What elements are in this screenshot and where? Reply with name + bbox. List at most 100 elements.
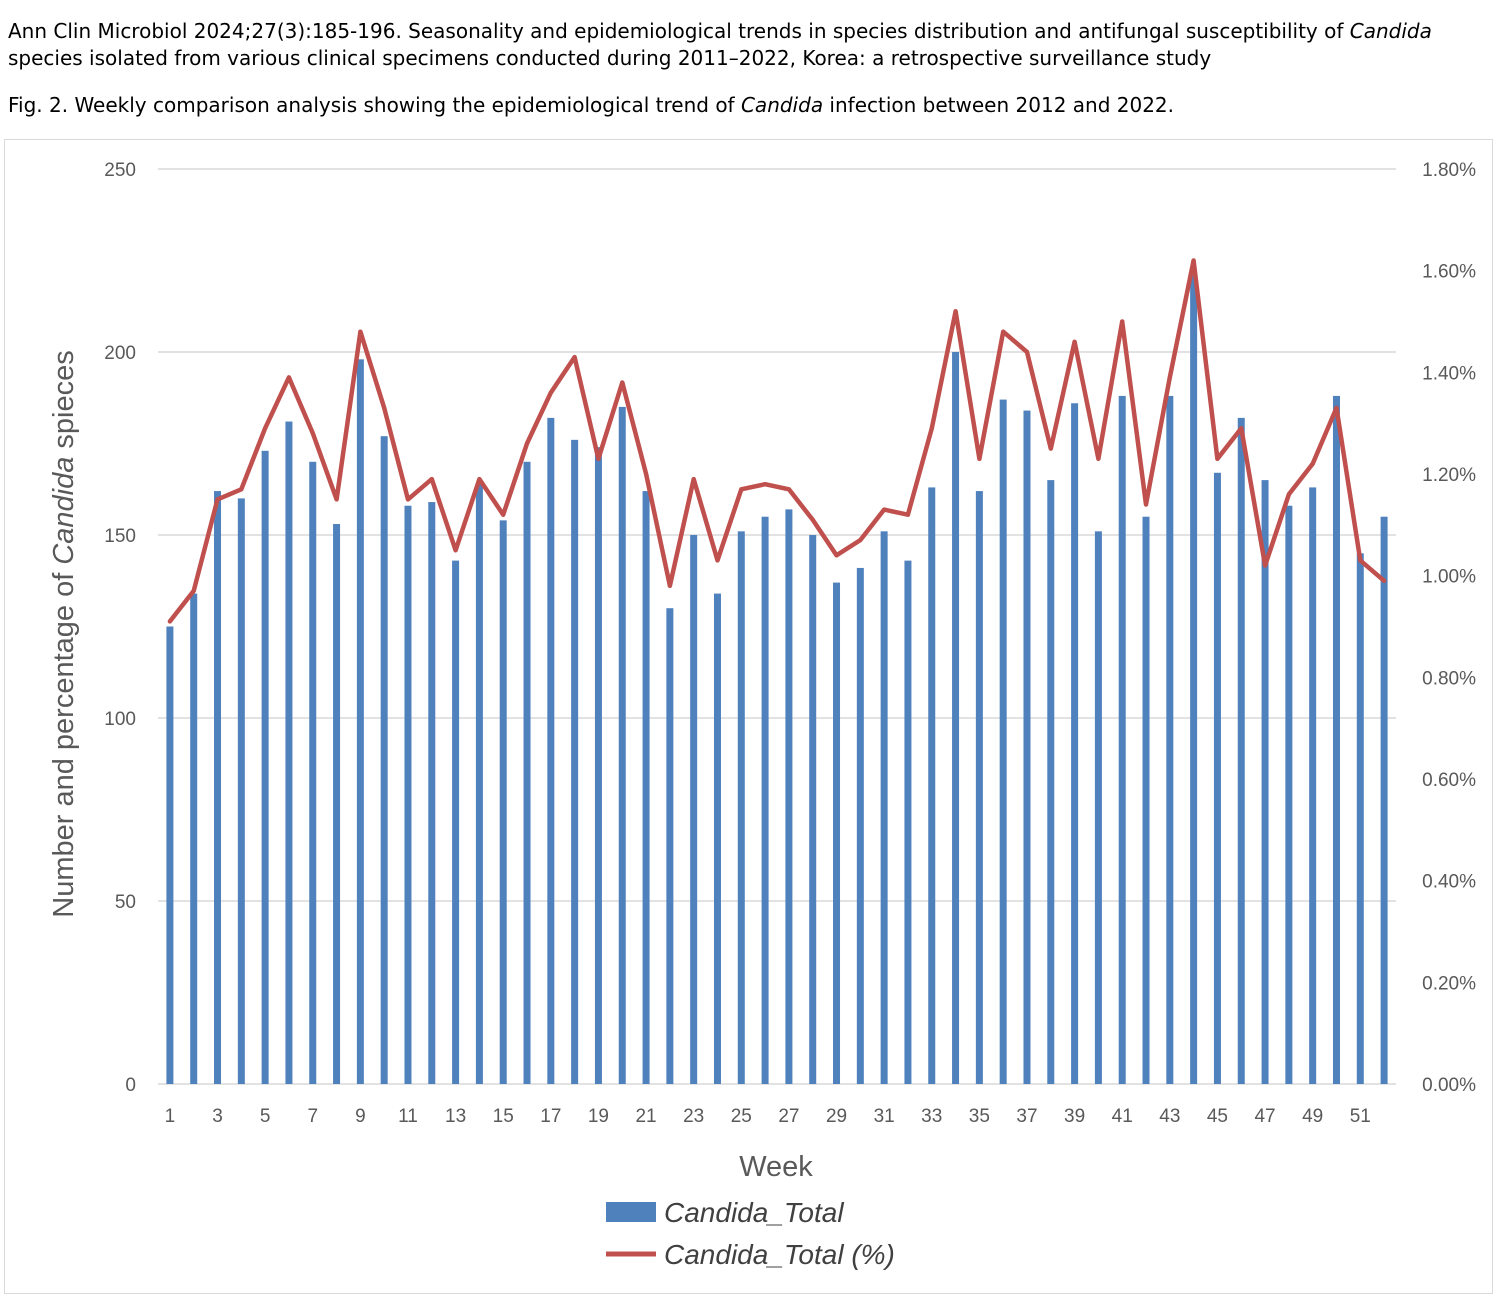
- bar-week-33: [928, 487, 936, 1084]
- bar-week-12: [428, 502, 436, 1084]
- bar-week-11: [404, 505, 412, 1085]
- bar-week-44: [1190, 275, 1198, 1084]
- bar-week-35: [975, 491, 983, 1085]
- line-point-week-14: [477, 477, 482, 482]
- line-point-week-18: [572, 355, 577, 360]
- right-axis-ticks: 0.00% 0.20% 0.40% 0.60% 0.80% 1.00% 1.20% 1.40%…: [1422, 160, 1476, 1096]
- bar-week-42: [1142, 516, 1150, 1084]
- x-axis-tick-label: 41: [1112, 1106, 1133, 1127]
- x-axis-title: Week: [739, 1151, 813, 1183]
- right-axis-tick-label: 1.40%: [1422, 363, 1476, 384]
- left-axis-tick-label: 100: [104, 709, 136, 730]
- citation-italic-genus: Candida: [1349, 19, 1432, 43]
- bar-week-30: [856, 567, 864, 1084]
- line-point-week-49: [1310, 461, 1315, 466]
- line-point-week-36: [1001, 329, 1006, 334]
- x-axis-tick-label: 9: [355, 1106, 366, 1127]
- right-axis-tick-label: 0.20%: [1422, 973, 1476, 994]
- x-axis-tick-label: 25: [731, 1106, 752, 1127]
- bar-week-52: [1380, 516, 1388, 1084]
- line-point-week-34: [953, 309, 958, 314]
- x-axis-tick-label: 15: [493, 1106, 514, 1127]
- right-axis-tick-label: 1.20%: [1422, 465, 1476, 486]
- line-point-week-52: [1382, 578, 1387, 583]
- right-axis-tick-label: 1.60%: [1422, 262, 1476, 283]
- caption-text-end: infection between 2012 and 2022.: [823, 93, 1175, 117]
- bar-week-13: [452, 560, 460, 1084]
- legend-bar-swatch: [606, 1202, 656, 1222]
- x-axis-tick-label: 7: [307, 1106, 318, 1127]
- citation-text-end: species isolated from various clinical s…: [8, 46, 1212, 70]
- bar-week-9: [356, 359, 364, 1084]
- line-point-week-32: [905, 512, 910, 517]
- x-axis-ticks: 1 3 5 7 9 11 13 15 17 19 21 23 25 27 29 31 33 35 37 39 41 43 4…: [165, 1106, 1371, 1127]
- line-point-week-31: [882, 507, 887, 512]
- bar-week-20: [618, 406, 626, 1084]
- line-point-week-44: [1191, 258, 1196, 263]
- x-axis-tick-label: 37: [1016, 1106, 1037, 1127]
- line-point-week-6: [286, 375, 291, 380]
- bar-week-37: [1023, 410, 1031, 1084]
- chart-frame: [4, 139, 1493, 1294]
- bar-week-26: [761, 516, 769, 1084]
- x-axis-tick-label: 3: [212, 1106, 223, 1127]
- bar-week-27: [785, 509, 793, 1084]
- line-point-week-2: [191, 588, 196, 593]
- line-point-week-33: [929, 426, 934, 431]
- percentage-line: [167, 258, 1387, 624]
- line-point-week-21: [644, 472, 649, 476]
- line-point-week-24: [715, 558, 720, 563]
- figure-caption: Fig. 2. Weekly comparison analysis showi…: [8, 92, 1493, 119]
- left-axis-tick-label: 50: [115, 892, 136, 913]
- x-axis-tick-label: 17: [540, 1106, 561, 1127]
- x-axis-tick-label: 13: [445, 1106, 466, 1127]
- x-axis-tick-label: 29: [826, 1106, 847, 1127]
- y-axis-title-start: Number and percentage of: [48, 565, 80, 918]
- line-point-week-20: [620, 380, 625, 385]
- bar-week-22: [666, 608, 674, 1084]
- line-point-week-41: [1120, 319, 1125, 324]
- x-axis-tick-label: 23: [683, 1106, 704, 1127]
- x-axis-tick-label: 11: [398, 1106, 418, 1127]
- bar-week-6: [285, 421, 293, 1084]
- line-point-week-23: [691, 477, 696, 482]
- x-axis-tick-label: 51: [1350, 1106, 1371, 1127]
- x-axis-tick-label: 47: [1254, 1106, 1275, 1127]
- x-axis-tick-label: 49: [1302, 1106, 1323, 1127]
- bar-week-14: [475, 483, 483, 1084]
- bar-week-28: [809, 535, 817, 1084]
- bar-week-32: [904, 560, 912, 1084]
- bar-week-2: [190, 593, 198, 1084]
- line-point-week-26: [763, 482, 768, 487]
- left-axis-ticks: 0 50 100 150 200 250: [104, 160, 136, 1096]
- legend: Candida_Total Candida_Total (%): [606, 1197, 895, 1270]
- citation-text: Ann Clin Microbiol 2024;27(3):185-196. S…: [8, 18, 1493, 72]
- bar-series: [166, 275, 1388, 1085]
- bar-week-15: [499, 520, 507, 1084]
- citation-text-start: Ann Clin Microbiol 2024;27(3):185-196. S…: [8, 19, 1350, 43]
- line-point-week-38: [1048, 446, 1053, 451]
- line-point-week-4: [239, 487, 244, 492]
- bar-week-41: [1118, 395, 1126, 1084]
- bar-week-48: [1285, 505, 1293, 1085]
- line-point-week-27: [786, 487, 791, 492]
- left-axis-tick-label: 250: [104, 160, 136, 181]
- line-point-week-30: [858, 538, 863, 543]
- bar-week-46: [1237, 417, 1245, 1084]
- line-point-week-1: [167, 619, 172, 624]
- line-point-week-42: [1144, 502, 1149, 507]
- bar-week-25: [737, 531, 745, 1084]
- line-series: [167, 258, 1387, 624]
- line-point-week-47: [1263, 563, 1268, 568]
- bar-week-38: [1047, 480, 1055, 1085]
- bar-week-51: [1356, 553, 1364, 1084]
- bar-week-5: [261, 450, 269, 1084]
- bar-week-18: [571, 439, 579, 1085]
- bar-week-24: [713, 593, 721, 1084]
- bar-week-23: [690, 535, 698, 1084]
- bar-week-50: [1332, 395, 1340, 1084]
- right-axis-tick-label: 0.00%: [1422, 1075, 1476, 1096]
- line-point-week-22: [667, 583, 672, 588]
- line-point-week-10: [382, 405, 387, 410]
- bar-week-49: [1309, 487, 1317, 1084]
